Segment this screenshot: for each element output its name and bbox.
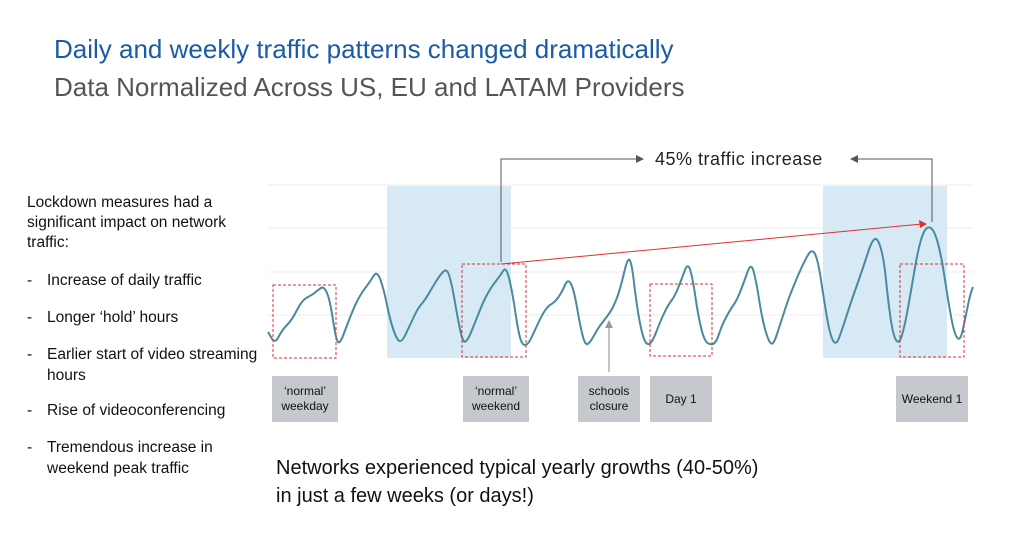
schools-pointer-arrowhead xyxy=(605,320,613,328)
label-weekend-1: Weekend 1 xyxy=(896,376,968,422)
footer-text: Networks experienced typical yearly grow… xyxy=(276,454,758,510)
label-line1: Day 1 xyxy=(665,391,697,406)
bracket-left xyxy=(500,158,638,262)
label-line1: schools xyxy=(588,384,630,398)
label-line1: ‘normal’ xyxy=(474,384,517,398)
bullet-text: Earlier start of video streaming hours xyxy=(47,346,258,384)
highlight-box xyxy=(272,284,337,359)
bullet-item: - Increase of daily traffic xyxy=(27,272,202,289)
bracket-right xyxy=(857,158,933,222)
bullet-item: - Longer ‘hold’ hours xyxy=(27,309,179,326)
label-normal-weekend: ‘normal’ weekend xyxy=(463,376,529,422)
label-line2: weekday xyxy=(281,399,329,413)
bracket-left-arrowhead xyxy=(636,155,644,163)
page-subtitle: Data Normalized Across US, EU and LATAM … xyxy=(54,72,685,102)
label-day-1: Day 1 xyxy=(650,376,712,422)
bullet-text: Longer ‘hold’ hours xyxy=(47,309,179,326)
label-schools-closure: schools closure xyxy=(578,376,640,422)
highlight-box xyxy=(649,283,713,357)
bullet-list: - Increase of daily traffic - Longer ‘hold… xyxy=(27,270,267,495)
bracket-right-arrowhead xyxy=(850,155,858,163)
bullet-item: - Earlier start of video streaming hours xyxy=(27,346,258,384)
bullet-text: Tremendous increase in weekend peak traf… xyxy=(47,439,213,477)
bullet-item: - Rise of videoconferencing xyxy=(27,402,226,419)
growth-arrowhead xyxy=(919,220,927,228)
label-line1: Weekend 1 xyxy=(901,391,963,406)
label-line2: weekend xyxy=(471,399,521,413)
label-normal-weekday: ‘normal’ weekday xyxy=(272,376,338,422)
bullet-item: - Tremendous increase in weekend peak tra… xyxy=(27,439,213,477)
traffic-line xyxy=(267,226,974,346)
highlight-box xyxy=(461,263,527,358)
traffic-increase-annotation: 45% traffic increase xyxy=(655,149,823,169)
growth-arrow xyxy=(500,223,923,265)
bullet-text: Increase of daily traffic xyxy=(47,272,202,289)
bullet-text: Rise of videoconferencing xyxy=(47,402,226,419)
label-line2: closure xyxy=(589,399,629,413)
footer-line2: in just a few weeks (or days!) xyxy=(276,485,534,507)
highlight-box xyxy=(899,263,965,358)
intro-text: Lockdown measures had a significant impa… xyxy=(27,194,227,251)
page-title: Daily and weekly traffic patterns change… xyxy=(54,34,674,64)
label-line1: ‘normal’ xyxy=(283,384,326,398)
footer-line1: Networks experienced typical yearly grow… xyxy=(276,457,759,479)
